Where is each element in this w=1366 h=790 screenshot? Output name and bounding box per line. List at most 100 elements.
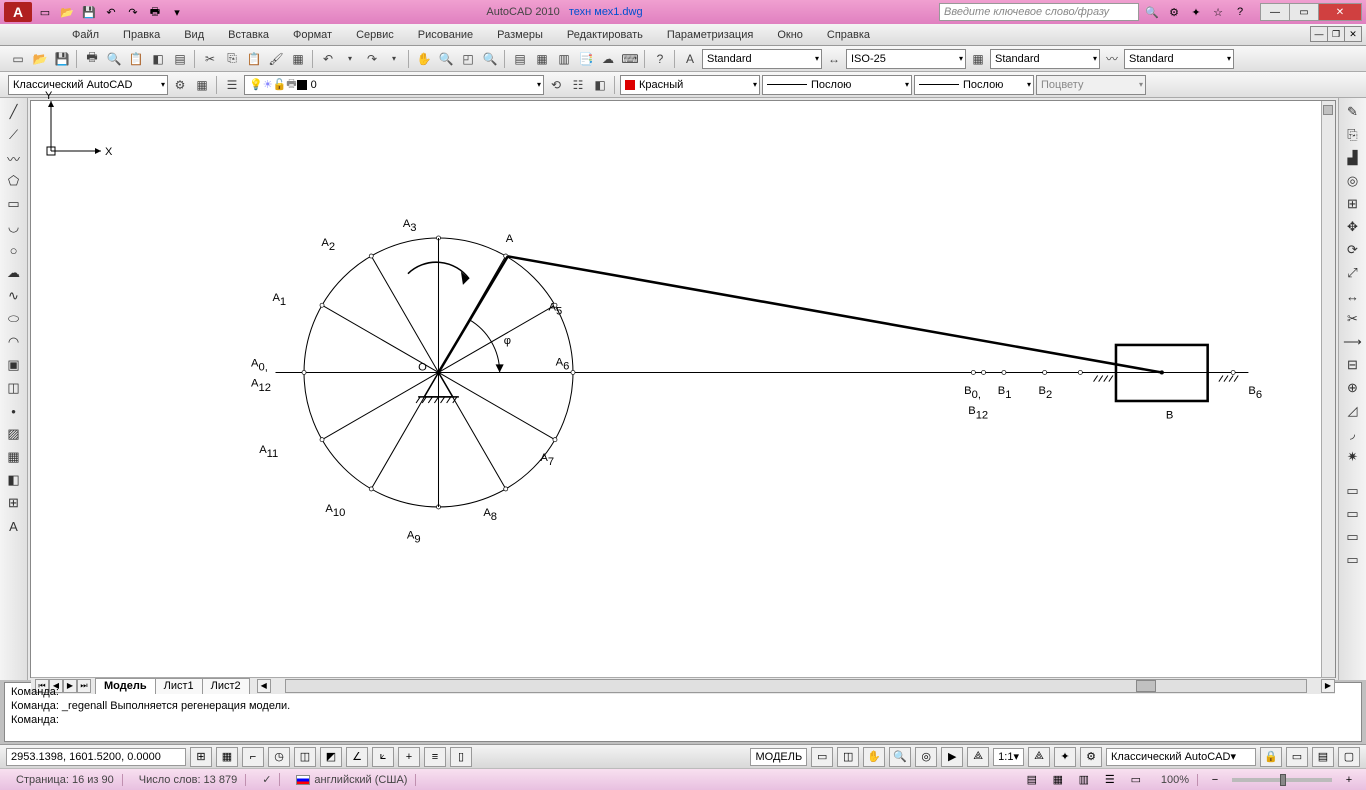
- circle-icon[interactable]: ○: [3, 240, 25, 260]
- redo-icon[interactable]: ↷: [124, 3, 142, 21]
- line-icon[interactable]: ╱: [3, 102, 25, 122]
- language-field[interactable]: английский (США): [288, 774, 416, 786]
- menu-dimension[interactable]: Размеры: [485, 24, 555, 45]
- menu-tools[interactable]: Сервис: [344, 24, 406, 45]
- zoom-out-icon[interactable]: −: [1206, 771, 1224, 789]
- view-read-icon[interactable]: ▦: [1049, 771, 1067, 789]
- favorite-icon[interactable]: ☆: [1209, 3, 1227, 21]
- menu-parametric[interactable]: Параметризация: [655, 24, 765, 45]
- menu-file[interactable]: Файл: [60, 24, 111, 45]
- open-icon[interactable]: 📂: [58, 3, 76, 21]
- view-outline-icon[interactable]: ☰: [1101, 771, 1119, 789]
- hscroll-left[interactable]: ◀: [257, 679, 271, 693]
- zoomwin-icon[interactable]: ◰: [458, 49, 478, 69]
- 3dosnap-toggle[interactable]: ◩: [320, 747, 342, 767]
- gradient-icon[interactable]: ▦: [3, 447, 25, 467]
- match-icon[interactable]: 🖌: [266, 49, 286, 69]
- help2-icon[interactable]: ?: [650, 49, 670, 69]
- insert-icon[interactable]: ▣: [3, 355, 25, 375]
- tab-layout1[interactable]: Лист1: [155, 678, 203, 694]
- menu-insert[interactable]: Вставка: [216, 24, 281, 45]
- mdi-restore[interactable]: ❐: [1327, 26, 1345, 42]
- mdi-minimize[interactable]: —: [1310, 26, 1328, 42]
- textstyle-combo[interactable]: Standard▾: [702, 49, 822, 69]
- textstyle-icon[interactable]: A: [680, 49, 700, 69]
- showmotion-icon[interactable]: ▶: [941, 747, 963, 767]
- mtext-icon[interactable]: A: [3, 516, 25, 536]
- calc-icon[interactable]: ⌨: [620, 49, 640, 69]
- tablestyle-icon[interactable]: ▦: [968, 49, 988, 69]
- makeblock-icon[interactable]: ◫: [3, 378, 25, 398]
- markup-icon[interactable]: ☁: [598, 49, 618, 69]
- binoculars-icon[interactable]: 🔍: [1143, 3, 1161, 21]
- tab-layout2[interactable]: Лист2: [202, 678, 250, 694]
- exchange-icon[interactable]: ✦: [1187, 3, 1205, 21]
- tablestyle-combo[interactable]: Standard▾: [990, 49, 1100, 69]
- snap-toggle[interactable]: ⊞: [190, 747, 212, 767]
- paste-icon[interactable]: 📋: [244, 49, 264, 69]
- lwt-toggle[interactable]: ≡: [424, 747, 446, 767]
- sheet-icon[interactable]: ▤: [170, 49, 190, 69]
- rectangle-icon[interactable]: ▭: [3, 194, 25, 214]
- polar-toggle[interactable]: ◷: [268, 747, 290, 767]
- cut-icon[interactable]: ✂: [200, 49, 220, 69]
- zoom-slider[interactable]: [1232, 778, 1332, 782]
- xline-icon[interactable]: ⟋: [3, 125, 25, 145]
- hatch-icon[interactable]: ▨: [3, 424, 25, 444]
- mlstyle-icon[interactable]: 〰: [1102, 49, 1122, 69]
- properties-icon[interactable]: ▤: [510, 49, 530, 69]
- lock-ui-icon[interactable]: 🔒: [1260, 747, 1282, 767]
- annovis-icon[interactable]: ⟁: [1028, 747, 1050, 767]
- arc-icon[interactable]: ◡: [3, 217, 25, 237]
- spline-icon[interactable]: ∿: [3, 286, 25, 306]
- menu-modify[interactable]: Редактировать: [555, 24, 655, 45]
- pan-icon[interactable]: ✋: [414, 49, 434, 69]
- app-logo[interactable]: A: [4, 2, 32, 22]
- zoomprev-icon[interactable]: 🔍: [480, 49, 500, 69]
- undo-icon[interactable]: ↶: [318, 49, 338, 69]
- ellipsearc-icon[interactable]: ◠: [3, 332, 25, 352]
- menu-edit[interactable]: Правка: [111, 24, 172, 45]
- workspace-field[interactable]: Классический AutoCAD ▾: [1106, 748, 1256, 766]
- pline-icon[interactable]: 〰: [3, 148, 25, 168]
- save-icon[interactable]: 💾: [80, 3, 98, 21]
- coords-field[interactable]: 2953.1398, 1601.5200, 0.0000: [6, 748, 186, 766]
- view-draft-icon[interactable]: ▭: [1127, 771, 1145, 789]
- undo-icon[interactable]: ↶: [102, 3, 120, 21]
- zoom-field[interactable]: 100%: [1153, 774, 1198, 786]
- polygon-icon[interactable]: ⬠: [3, 171, 25, 191]
- iso-icon[interactable]: ▤: [1312, 747, 1334, 767]
- new-file-icon[interactable]: ▭: [8, 49, 28, 69]
- dimstyle-icon[interactable]: ↔: [824, 49, 844, 69]
- annoscale-icon[interactable]: ⟁: [967, 747, 989, 767]
- wordcount-field[interactable]: Число слов: 13 879: [131, 774, 246, 786]
- minimize-button[interactable]: —: [1260, 3, 1290, 21]
- dyn-toggle[interactable]: +: [398, 747, 420, 767]
- print-icon[interactable]: 🖶: [146, 3, 164, 21]
- view-web-icon[interactable]: ▥: [1075, 771, 1093, 789]
- close-button[interactable]: ✕: [1318, 3, 1362, 21]
- menu-draw[interactable]: Рисование: [406, 24, 485, 45]
- osnap-toggle[interactable]: ◫: [294, 747, 316, 767]
- revcloud-icon[interactable]: ☁: [3, 263, 25, 283]
- dimstyle-combo[interactable]: ISO-25▾: [846, 49, 966, 69]
- copy-icon[interactable]: ⎘: [222, 49, 242, 69]
- search-field[interactable]: Введите ключевое слово/фразу: [939, 3, 1139, 21]
- wheel-icon[interactable]: ◎: [915, 747, 937, 767]
- qp-toggle[interactable]: ▯: [450, 747, 472, 767]
- ducs-toggle[interactable]: ⟀: [372, 747, 394, 767]
- zoom-in-icon[interactable]: +: [1340, 771, 1358, 789]
- drawing-canvas[interactable]: OAφA3A2A1A0,A12A11A10A9A8A7A6A5B0,B12B1B…: [31, 101, 1335, 677]
- new-icon[interactable]: ▭: [36, 3, 54, 21]
- tab-model[interactable]: Модель: [95, 678, 156, 694]
- tp-icon[interactable]: ▥: [554, 49, 574, 69]
- ws-switch-icon[interactable]: ⚙: [1080, 747, 1102, 767]
- autoadd-icon[interactable]: ✦: [1054, 747, 1076, 767]
- view-print-icon[interactable]: ▤: [1023, 771, 1041, 789]
- proofing-icon[interactable]: ✓: [254, 773, 280, 786]
- dc-icon[interactable]: ▦: [532, 49, 552, 69]
- block-icon[interactable]: ▦: [288, 49, 308, 69]
- grid-toggle[interactable]: ▦: [216, 747, 238, 767]
- publish-icon[interactable]: 📋: [126, 49, 146, 69]
- help-icon[interactable]: ?: [1231, 3, 1249, 21]
